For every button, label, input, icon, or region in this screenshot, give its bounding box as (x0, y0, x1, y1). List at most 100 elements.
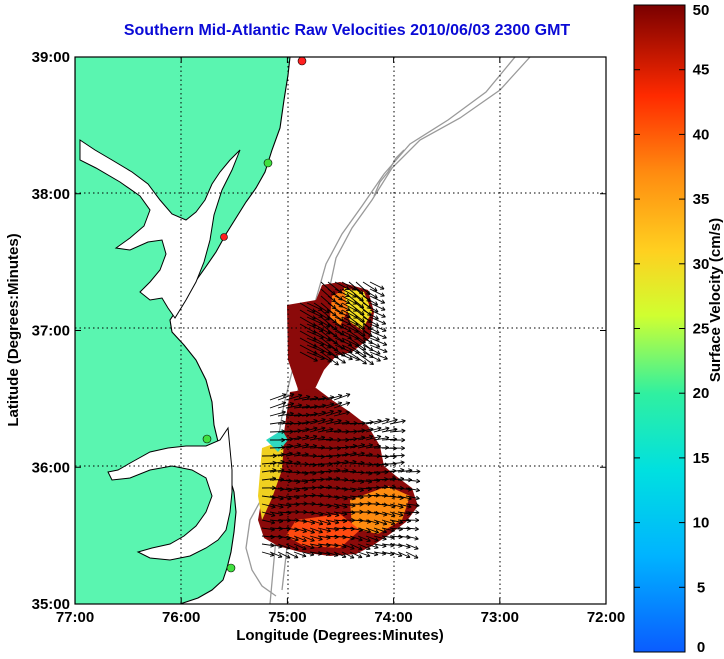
velocity-arrow (301, 551, 315, 556)
velocity-arrow (309, 511, 324, 516)
x-tick-label: 74:00 (374, 609, 412, 626)
velocity-arrow (301, 420, 318, 425)
velocity-arrow (277, 452, 293, 457)
velocity-arrow (349, 551, 363, 558)
velocity-arrow (317, 455, 333, 458)
velocity-arrow (362, 281, 378, 292)
velocity-arrow (317, 527, 331, 532)
velocity-arrow (365, 427, 382, 433)
velocity-arrow (327, 351, 346, 364)
velocity-arrow (327, 337, 346, 350)
velocity-arrow (397, 535, 411, 539)
velocity-arrow (333, 402, 350, 409)
velocity-arrow (269, 421, 286, 425)
velocity-arrow (309, 486, 324, 489)
velocity-arrow (389, 461, 405, 465)
velocity-arrow (293, 421, 310, 425)
velocity-arrow (306, 344, 325, 353)
velocity-arrow (341, 511, 356, 514)
velocity-arrow (365, 445, 381, 449)
velocity-arrow (333, 495, 348, 500)
station-marker (220, 233, 228, 241)
velocity-arrow (327, 316, 345, 329)
velocity-arrow (348, 337, 367, 351)
velocity-arrow (309, 419, 326, 425)
velocity-arrow (317, 438, 333, 441)
velocity-arrow (334, 295, 350, 304)
velocity-arrow (285, 462, 301, 465)
colorbar-tick-label: 25 (693, 321, 710, 338)
velocity-arrow (261, 519, 275, 524)
velocity-arrow (306, 316, 323, 325)
velocity-arrow (299, 337, 318, 348)
velocity-arrow (320, 323, 338, 338)
velocity-arrow (299, 309, 316, 320)
velocity-arrow (320, 330, 338, 345)
velocity-arrow (348, 281, 364, 295)
velocity-arrow (381, 503, 396, 508)
colorbar (633, 4, 686, 653)
velocity-arrow (369, 288, 385, 297)
velocity-arrow (357, 453, 373, 457)
velocity-arrow (333, 543, 347, 548)
velocity-arrow (373, 543, 387, 547)
velocity-arrow (373, 486, 388, 489)
velocity-arrow (381, 477, 396, 481)
velocity-arrow (301, 445, 317, 449)
velocity-arrow (285, 495, 300, 499)
velocity-arrow (349, 535, 363, 541)
velocity-arrow (349, 462, 365, 465)
velocity-arrow (293, 405, 310, 409)
velocity-arrow (317, 551, 331, 555)
velocity-arrow (269, 453, 285, 457)
velocity-arrow (293, 535, 307, 542)
x-axis-label: Longitude (Degrees:Minutes) (236, 627, 444, 644)
velocity-arrow (373, 535, 387, 540)
velocity-arrow (348, 316, 366, 330)
chesapeake-bay (79, 139, 241, 319)
velocity-arrow (277, 393, 295, 401)
velocity-arrow (301, 479, 316, 482)
velocity-arrow (357, 519, 371, 523)
velocity-arrow (405, 535, 419, 540)
velocity-arrow (397, 511, 412, 515)
velocity-arrow (373, 437, 390, 441)
velocity-arrow (277, 503, 292, 507)
velocity-arrow (389, 454, 405, 457)
velocity-arrow (357, 479, 372, 483)
velocity-arrow (397, 495, 412, 500)
velocity-arrow (362, 351, 381, 362)
velocity-arrow (362, 302, 379, 313)
velocity-arrow (405, 543, 419, 550)
velocity-arrow (362, 323, 380, 334)
velocity-arrow (285, 452, 301, 457)
velocity-arrow (333, 511, 348, 515)
velocity-arrow (349, 487, 364, 491)
velocity-arrow (293, 519, 307, 523)
velocity-arrow (301, 543, 315, 549)
y-tick-label: 36:00 (32, 459, 70, 476)
velocity-arrow (301, 535, 315, 542)
velocity-arrow (389, 527, 403, 530)
velocity-arrow (334, 302, 351, 311)
velocity-arrow (348, 295, 364, 309)
velocity-arrow (277, 511, 292, 514)
velocity-arrow (362, 316, 379, 327)
velocity-arrow (269, 503, 284, 508)
velocity-arrow (365, 463, 381, 466)
velocity-arrow (334, 351, 353, 360)
velocity-arrow (369, 337, 387, 346)
velocity-arrow (317, 477, 332, 481)
velocity-arrow (389, 495, 404, 499)
velocity-arrow (293, 479, 308, 483)
velocity-arrow (341, 337, 359, 347)
velocity-arrow (341, 309, 358, 319)
velocity-arrow (261, 469, 277, 473)
velocity-arrow (357, 543, 371, 550)
grid-lines (75, 57, 606, 604)
velocity-arrow (341, 495, 356, 500)
velocity-arrow (277, 412, 294, 417)
velocity-arrow (365, 511, 380, 515)
velocity-arrow (341, 487, 356, 492)
